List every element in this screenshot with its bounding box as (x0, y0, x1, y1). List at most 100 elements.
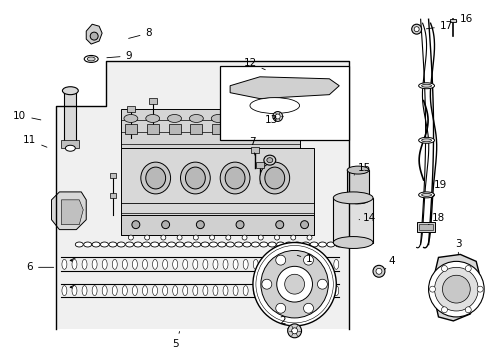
Text: 2: 2 (279, 316, 288, 329)
Circle shape (196, 221, 204, 229)
Ellipse shape (294, 260, 298, 269)
Ellipse shape (421, 139, 432, 142)
Ellipse shape (302, 242, 310, 247)
Circle shape (277, 266, 313, 302)
Ellipse shape (276, 242, 285, 247)
Ellipse shape (72, 260, 77, 269)
Ellipse shape (62, 87, 78, 95)
Ellipse shape (324, 260, 329, 269)
Ellipse shape (310, 242, 318, 247)
Bar (418, 224, 433, 230)
Ellipse shape (263, 286, 269, 296)
Ellipse shape (251, 242, 259, 247)
Ellipse shape (92, 260, 97, 269)
Polygon shape (61, 200, 83, 225)
Ellipse shape (226, 242, 234, 247)
Ellipse shape (418, 137, 435, 143)
Ellipse shape (250, 98, 299, 113)
Ellipse shape (285, 242, 293, 247)
Circle shape (276, 255, 286, 265)
Ellipse shape (263, 260, 269, 269)
Ellipse shape (193, 242, 201, 247)
Circle shape (303, 303, 314, 313)
Circle shape (236, 221, 244, 229)
Bar (61, 140, 79, 148)
Ellipse shape (62, 286, 67, 296)
Circle shape (262, 279, 272, 289)
Ellipse shape (314, 260, 318, 269)
Text: 11: 11 (23, 135, 47, 147)
Ellipse shape (143, 260, 147, 269)
Circle shape (132, 221, 140, 229)
Ellipse shape (255, 114, 269, 122)
Bar (149, 98, 157, 104)
Ellipse shape (203, 286, 208, 296)
Ellipse shape (151, 242, 159, 247)
Bar (169, 125, 180, 134)
Ellipse shape (122, 286, 127, 296)
Ellipse shape (324, 286, 329, 296)
Bar (220, 66, 349, 140)
Ellipse shape (318, 242, 326, 247)
Circle shape (300, 221, 309, 229)
Ellipse shape (102, 260, 107, 269)
Text: 8: 8 (128, 28, 152, 39)
Ellipse shape (314, 286, 318, 296)
Bar (234, 125, 246, 134)
Bar (64, 91, 76, 145)
Ellipse shape (283, 260, 289, 269)
Text: 17: 17 (426, 21, 453, 31)
Text: 7: 7 (248, 137, 255, 155)
Ellipse shape (146, 114, 160, 122)
Ellipse shape (102, 286, 107, 296)
Ellipse shape (72, 286, 77, 296)
Text: 14: 14 (359, 213, 376, 223)
Ellipse shape (233, 260, 238, 269)
Circle shape (292, 328, 297, 334)
Circle shape (307, 235, 312, 240)
Ellipse shape (225, 167, 245, 189)
Ellipse shape (183, 260, 188, 269)
Circle shape (288, 324, 301, 338)
Ellipse shape (260, 242, 268, 247)
Ellipse shape (243, 286, 248, 296)
Bar (256, 162, 264, 168)
Ellipse shape (109, 242, 117, 247)
Ellipse shape (268, 242, 276, 247)
Ellipse shape (335, 242, 343, 247)
Circle shape (275, 114, 280, 119)
Ellipse shape (210, 242, 218, 247)
Ellipse shape (334, 286, 339, 296)
Polygon shape (435, 255, 480, 321)
Ellipse shape (112, 286, 117, 296)
Bar (333, 198, 373, 243)
Ellipse shape (243, 242, 251, 247)
Polygon shape (51, 192, 86, 230)
Bar (251, 147, 259, 153)
Bar (121, 148, 315, 235)
Ellipse shape (327, 242, 335, 247)
Circle shape (318, 279, 327, 289)
Ellipse shape (283, 286, 289, 296)
Ellipse shape (218, 242, 226, 247)
Circle shape (162, 221, 170, 229)
Text: 1: 1 (297, 255, 313, 264)
Ellipse shape (65, 145, 75, 151)
Ellipse shape (75, 242, 83, 247)
Ellipse shape (294, 286, 298, 296)
Ellipse shape (125, 242, 134, 247)
Circle shape (466, 307, 471, 313)
Ellipse shape (265, 167, 285, 189)
Ellipse shape (141, 162, 171, 194)
Bar (278, 125, 290, 134)
Ellipse shape (347, 166, 369, 174)
Circle shape (261, 251, 328, 318)
Circle shape (258, 235, 263, 240)
Ellipse shape (235, 242, 243, 247)
Circle shape (466, 266, 471, 271)
Text: 9: 9 (107, 51, 132, 61)
Circle shape (414, 27, 419, 32)
Ellipse shape (277, 114, 291, 122)
Ellipse shape (122, 260, 127, 269)
Circle shape (373, 265, 385, 277)
